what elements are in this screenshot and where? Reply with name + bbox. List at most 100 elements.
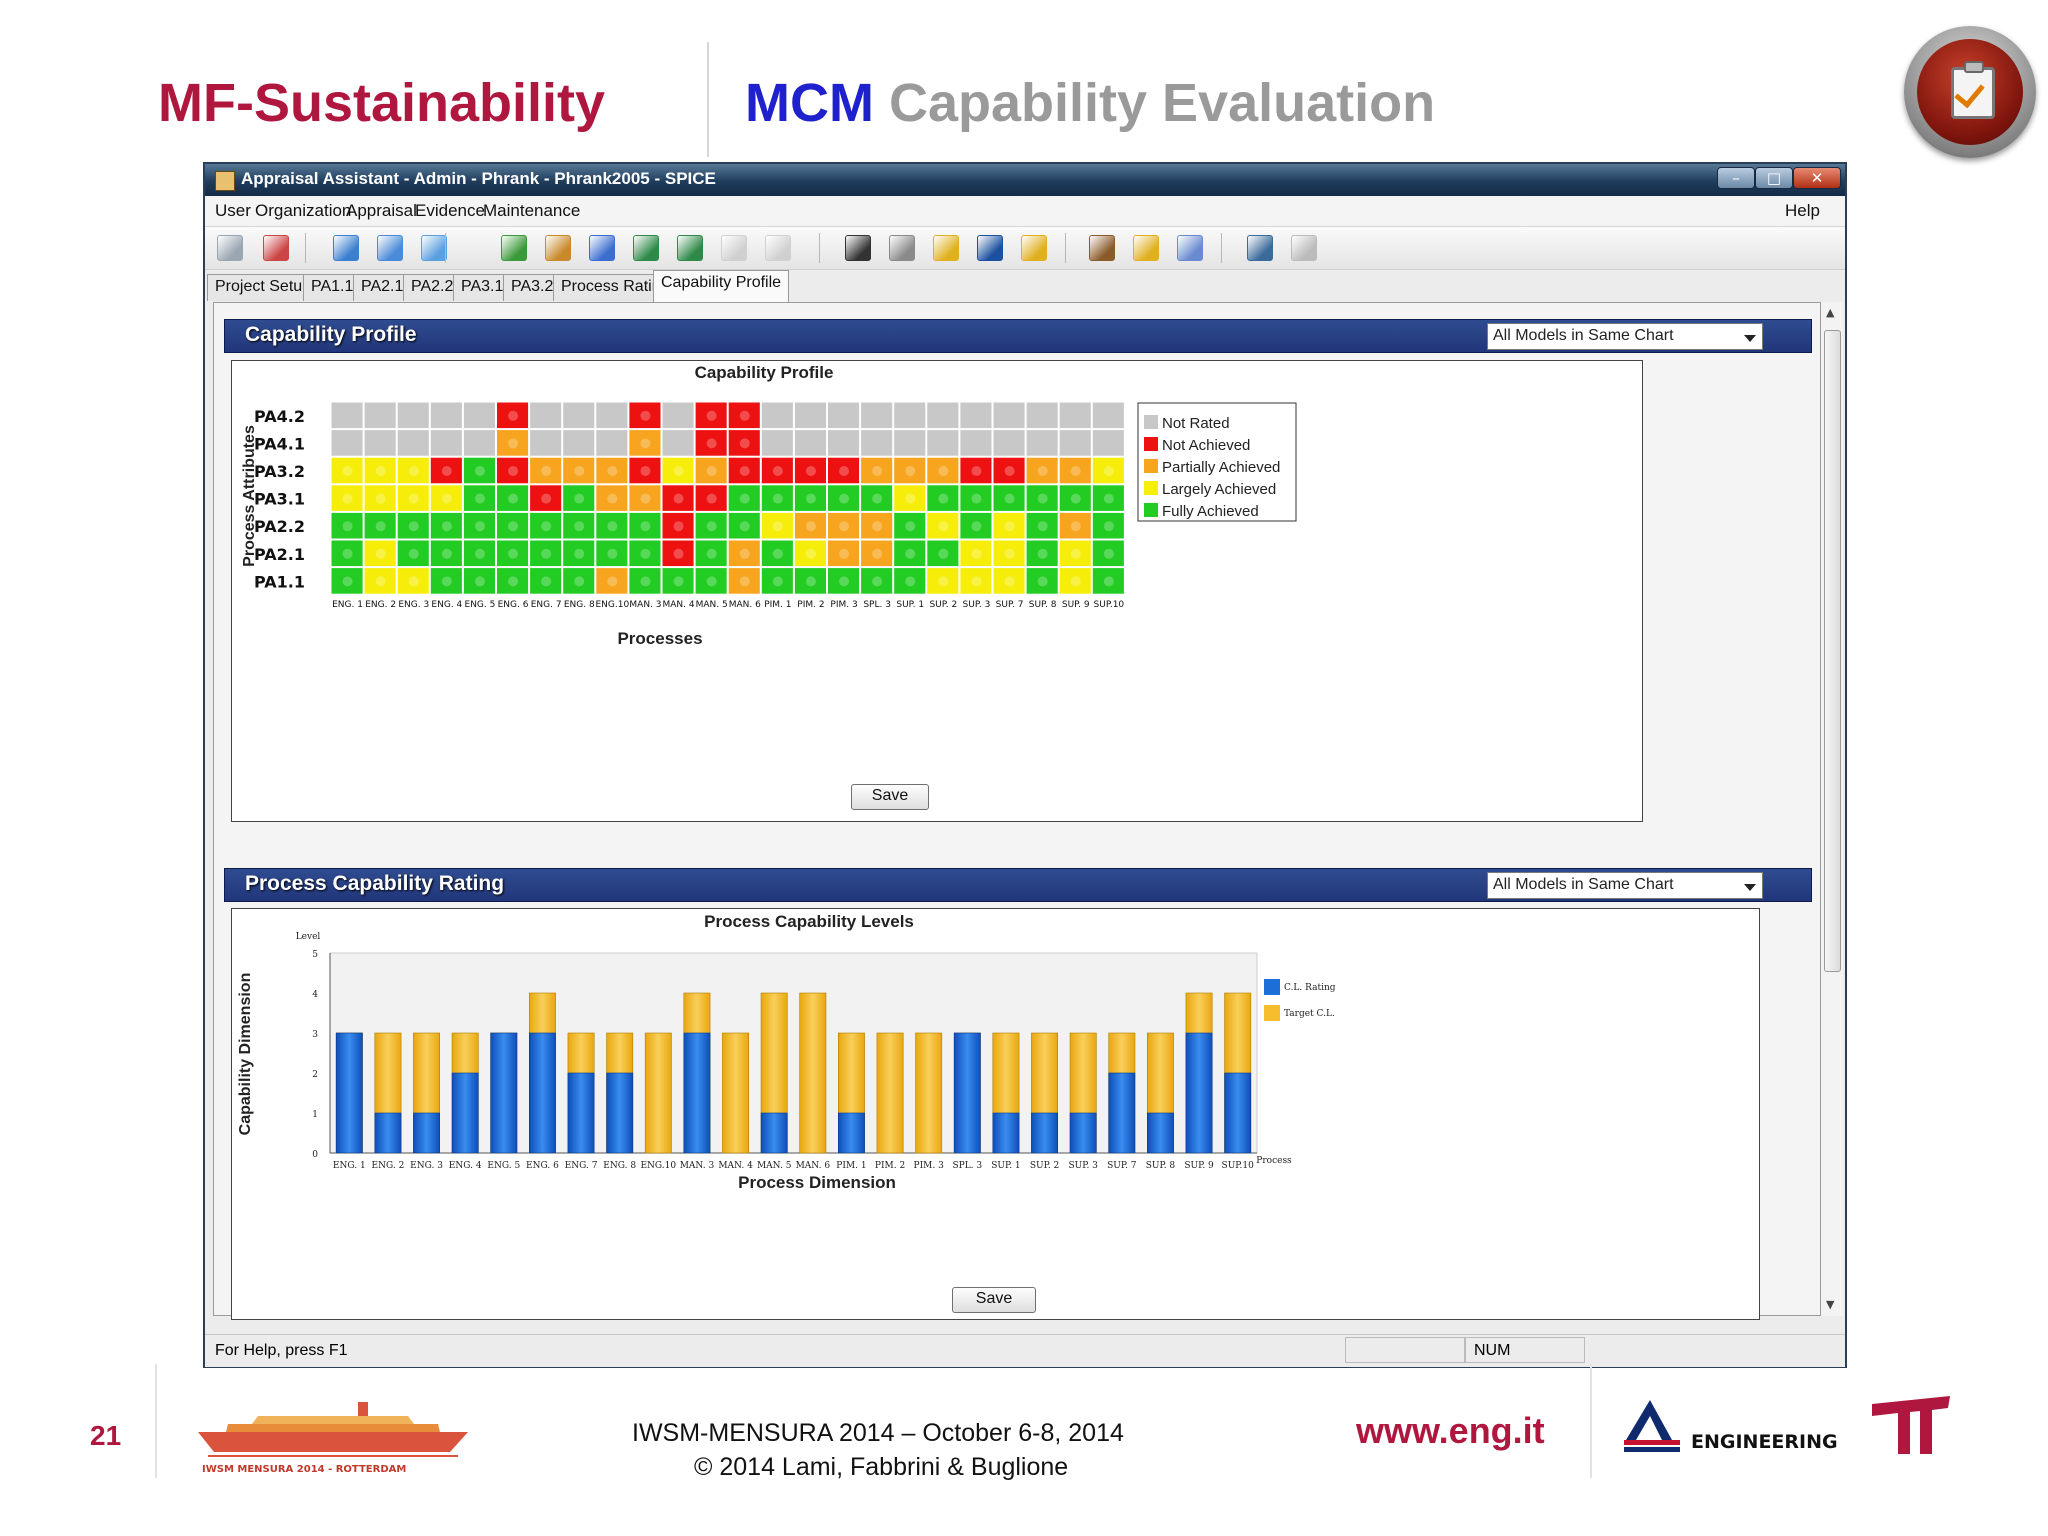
folder-edit-icon[interactable] [421,235,447,261]
cl-rating-bar [451,1072,479,1154]
heatmap-cell [562,511,596,540]
heatmap-cell-highlight [1037,493,1048,504]
add-doc-icon[interactable] [501,235,527,261]
heatmap-cell [893,511,927,540]
form-icon[interactable] [1247,235,1273,261]
x-tick-label: MAN. 5 [696,600,728,610]
maximize-button[interactable]: □ [1755,167,1793,189]
status-bar: For Help, press F1 NUM [205,1334,1845,1367]
x-tick-label: PIM. 3 [830,600,857,610]
tab-pa1-1[interactable]: PA1.1 [303,274,362,301]
scroll-down-icon[interactable]: ▼ [1826,1298,1835,1311]
legend-swatch [1144,459,1158,473]
menu-user[interactable]: User [215,201,251,220]
heatmap-cell [330,567,364,595]
menu-evidence[interactable]: Evidence [415,201,485,220]
menu-help[interactable]: Help [1785,201,1820,220]
heatmap-cell-highlight [739,548,750,559]
minimize-button[interactable]: – [1717,167,1755,189]
heatmap-cell-highlight [375,493,386,504]
tab-pa2-2[interactable]: PA2.2 [403,274,462,301]
target-cl-bar [876,1032,904,1154]
heatmap-cell [793,539,828,568]
heatmap-cell [694,511,728,540]
chevron-down-icon[interactable] [1744,884,1756,891]
x-tick-label: MAN. 6 [729,600,761,610]
heatmap-cell-highlight [508,438,519,449]
export-icon[interactable] [1021,235,1047,261]
heatmap-cell [1025,567,1059,595]
tree2-icon[interactable] [677,235,703,261]
process-capability-chart: Process Capability Levels Level Process Pro… [237,912,1336,1192]
heatmap-cell-highlight [541,521,552,532]
scroll-up-icon[interactable]: ▲ [1826,306,1835,319]
doc-arrow-icon[interactable] [889,235,915,261]
footer-divider [155,1364,157,1478]
cl-rating-bar [335,1032,363,1154]
footer-url[interactable]: www.eng.it [1356,1410,1545,1451]
heatmap-cell [727,429,761,457]
heatmap-cell-highlight [739,521,750,532]
window-titlebar[interactable]: Appraisal Assistant - Admin - Phrank - P… [205,164,1845,196]
edit-doc-icon[interactable] [545,235,571,261]
x-tick-label: SUP.10 [1094,600,1125,610]
heatmap-cell [959,429,993,457]
tab-pa3-2[interactable]: PA3.2 [503,274,562,301]
bar-chart-icon[interactable] [1133,235,1159,261]
menu-organization[interactable]: Organization [255,201,352,220]
search-icon[interactable] [845,235,871,261]
close-button[interactable]: ✕ [1793,167,1841,189]
scroll-thumb[interactable] [1824,330,1841,972]
x-tick-label: SPL. 3 [952,1161,982,1171]
open-folder-icon[interactable] [377,235,403,261]
tab-capability-profile[interactable]: Capability Profile [653,270,790,302]
vertical-scrollbar[interactable]: ▲ ▼ [1821,302,1843,1316]
table-icon[interactable] [589,235,615,261]
heatmap-cell [529,456,563,485]
heatmap-cell-highlight [574,521,585,532]
menu-bar: User Organization Appraisal Evidence Mai… [205,196,1845,227]
heatmap-cell [562,401,596,430]
tree-icon[interactable] [633,235,659,261]
heatmap-cell [363,539,397,568]
menu-appraisal[interactable]: Appraisal [346,201,417,220]
x-tick-label: MAN. 6 [796,1161,831,1171]
capability-profile-save-button[interactable]: Save [851,784,929,810]
heatmap-cell [992,539,1026,568]
disconnect-icon[interactable] [263,235,289,261]
blank-doc-icon[interactable] [721,235,747,261]
heatmap-cell [992,429,1026,457]
heatmap-cell-highlight [872,493,883,504]
menu-maintenance[interactable]: Maintenance [483,201,581,220]
heatmap-cell [363,429,397,457]
legend-label: Not Achieved [1162,437,1250,454]
capability-profile-model-dropdown[interactable]: All Models in Same Chart [1487,323,1763,350]
process-capability-save-button[interactable]: Save [952,1287,1036,1313]
heatmap-cell [694,429,728,457]
tab-pa2-1[interactable]: PA2.1 [353,274,412,301]
chevron-down-icon[interactable] [1744,335,1756,342]
heatmap-cell [396,456,430,485]
cl-rating-bar [1031,1112,1058,1154]
heatmap-cell-highlight [772,493,783,504]
blank-doc2-icon[interactable] [765,235,791,261]
heatmap-cell-highlight [408,576,419,587]
pii-icon[interactable] [977,235,1003,261]
connect-icon[interactable] [217,235,243,261]
heatmap-cell [1025,511,1059,540]
process-capability-model-dropdown[interactable]: All Models in Same Chart [1487,872,1763,899]
users-icon[interactable] [1177,235,1203,261]
clipboard-check-icon [1904,26,2036,158]
tab-project-setup[interactable]: Project Setup [207,274,320,301]
heatmap-cell-highlight [441,548,452,559]
content-area: Capability Profile All Models in Same Ch… [213,302,1821,1320]
heatmap-cell [893,401,927,430]
heatmap-cell-highlight [706,521,717,532]
x-tick-label: MAN. 5 [757,1161,792,1171]
pen-icon[interactable] [1291,235,1317,261]
heatmap-cell-highlight [872,576,883,587]
new-folder-icon[interactable] [333,235,359,261]
heatmap-cell [893,539,927,568]
import-icon[interactable] [933,235,959,261]
shield-icon[interactable] [1089,235,1115,261]
